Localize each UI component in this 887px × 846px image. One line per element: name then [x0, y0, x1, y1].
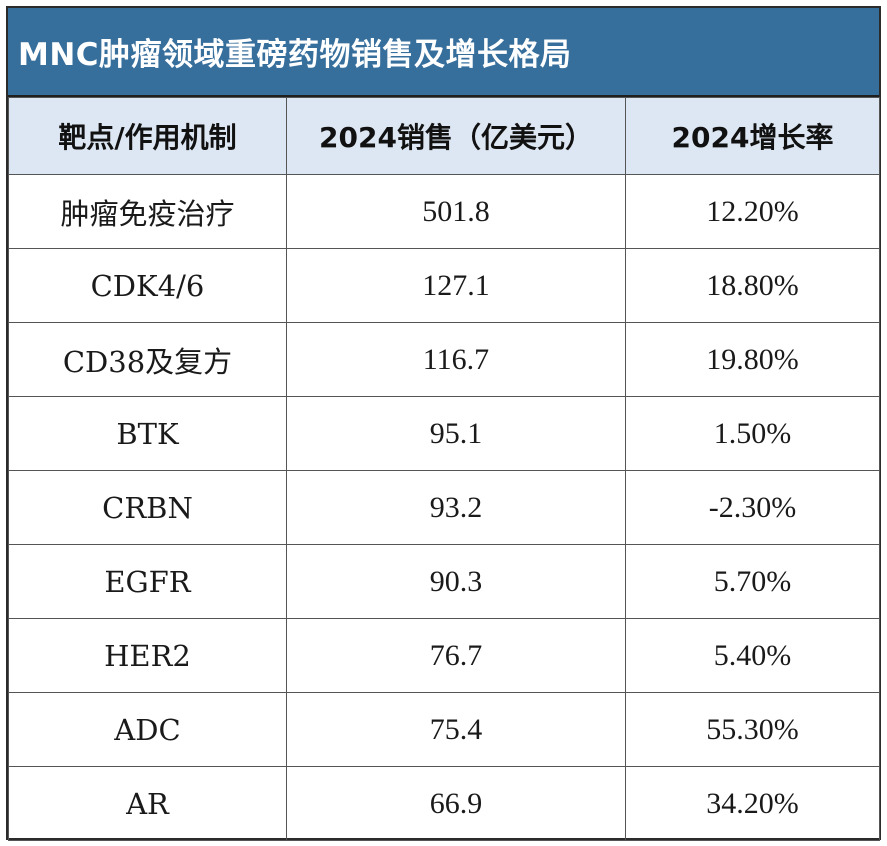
- cell-growth: 18.80%: [625, 248, 880, 323]
- header-target: 靶点/作用机制: [8, 97, 287, 175]
- table-row: CDK4/6 127.1 18.80%: [8, 248, 880, 323]
- cell-target: 肿瘤免疫治疗: [8, 174, 287, 249]
- cell-growth: 34.20%: [625, 766, 880, 841]
- cell-target: HER2: [8, 618, 287, 693]
- table-row: BTK 95.1 1.50%: [8, 396, 880, 471]
- table-row: AR 66.9 34.20%: [8, 766, 880, 841]
- table-row: ADC 75.4 55.30%: [8, 692, 880, 767]
- cell-sales: 95.1: [286, 396, 626, 471]
- cell-sales: 116.7: [286, 322, 626, 397]
- header-row: 靶点/作用机制 2024销售（亿美元） 2024增长率: [8, 97, 880, 175]
- cell-sales: 93.2: [286, 470, 626, 545]
- cell-growth: 5.40%: [625, 618, 880, 693]
- cell-sales: 127.1: [286, 248, 626, 323]
- cell-target: CD38及复方: [8, 322, 287, 397]
- cell-growth: 12.20%: [625, 174, 880, 249]
- header-sales: 2024销售（亿美元）: [286, 97, 626, 175]
- cell-growth: 19.80%: [625, 322, 880, 397]
- cell-growth: -2.30%: [625, 470, 880, 545]
- cell-sales: 90.3: [286, 544, 626, 619]
- cell-target: AR: [8, 766, 287, 841]
- title-bar: MNC肿瘤领域重磅药物销售及增长格局: [8, 8, 879, 97]
- cell-growth: 1.50%: [625, 396, 880, 471]
- cell-growth: 5.70%: [625, 544, 880, 619]
- table-row: CRBN 93.2 -2.30%: [8, 470, 880, 545]
- cell-target: EGFR: [8, 544, 287, 619]
- sales-table: 靶点/作用机制 2024销售（亿美元） 2024增长率 肿瘤免疫治疗 501.8…: [8, 97, 880, 841]
- cell-target: ADC: [8, 692, 287, 767]
- table-row: 肿瘤免疫治疗 501.8 12.20%: [8, 174, 880, 249]
- table-row: CD38及复方 116.7 19.80%: [8, 322, 880, 397]
- page-title: MNC肿瘤领域重磅药物销售及增长格局: [18, 37, 572, 73]
- cell-sales: 75.4: [286, 692, 626, 767]
- cell-sales: 76.7: [286, 618, 626, 693]
- cell-sales: 501.8: [286, 174, 626, 249]
- cell-growth: 55.30%: [625, 692, 880, 767]
- table-row: EGFR 90.3 5.70%: [8, 544, 880, 619]
- cell-target: CRBN: [8, 470, 287, 545]
- table-frame: MNC肿瘤领域重磅药物销售及增长格局 靶点/作用机制 2024销售（亿美元） 2…: [6, 6, 881, 841]
- header-growth: 2024增长率: [625, 97, 880, 175]
- cell-target: BTK: [8, 396, 287, 471]
- cell-target: CDK4/6: [8, 248, 287, 323]
- table-row: HER2 76.7 5.40%: [8, 618, 880, 693]
- cell-sales: 66.9: [286, 766, 626, 841]
